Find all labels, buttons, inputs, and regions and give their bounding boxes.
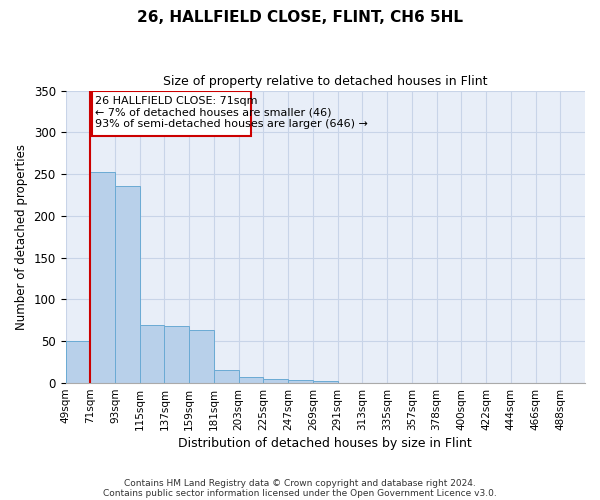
Bar [140,326,164,383]
Title: Size of property relative to detached houses in Flint: Size of property relative to detached ho… [163,75,488,88]
FancyBboxPatch shape [92,92,251,136]
Bar [263,379,288,383]
Bar [65,342,90,383]
X-axis label: Distribution of detached houses by size in Flint: Distribution of detached houses by size … [178,437,472,450]
Text: ← 7% of detached houses are smaller (46): ← 7% of detached houses are smaller (46) [95,108,332,118]
Bar [239,377,263,383]
Text: Contains HM Land Registry data © Crown copyright and database right 2024.: Contains HM Land Registry data © Crown c… [124,478,476,488]
Text: 93% of semi-detached houses are larger (646) →: 93% of semi-detached houses are larger (… [95,119,368,129]
Y-axis label: Number of detached properties: Number of detached properties [15,144,28,330]
Bar [115,186,140,383]
Bar [164,326,189,383]
Bar [214,370,239,383]
Bar [313,380,338,383]
Bar [288,380,313,383]
Bar [90,172,115,383]
Text: 26 HALLFIELD CLOSE: 71sqm: 26 HALLFIELD CLOSE: 71sqm [95,96,258,106]
Text: 26, HALLFIELD CLOSE, FLINT, CH6 5HL: 26, HALLFIELD CLOSE, FLINT, CH6 5HL [137,10,463,25]
Text: Contains public sector information licensed under the Open Government Licence v3: Contains public sector information licen… [103,488,497,498]
Bar [189,330,214,383]
